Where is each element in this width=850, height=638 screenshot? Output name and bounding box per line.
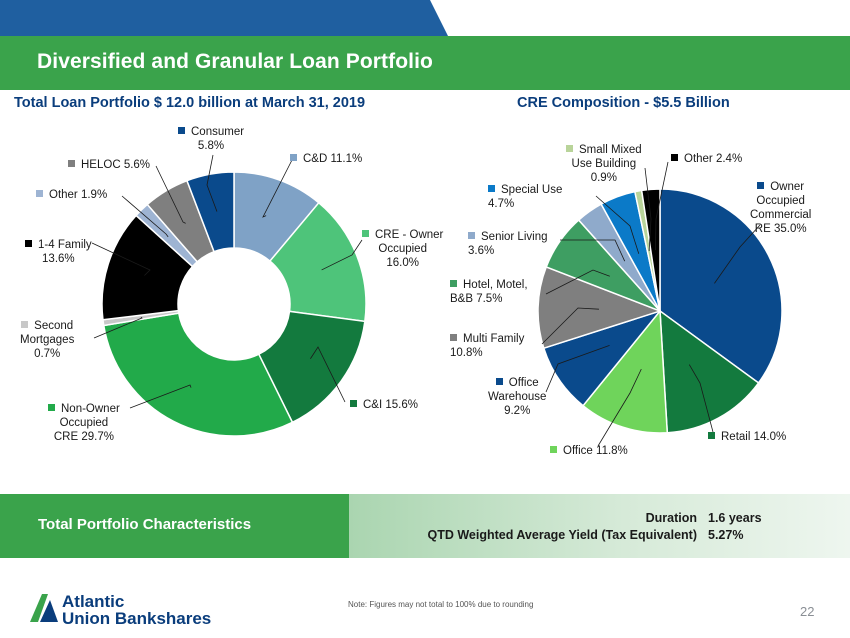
label-c-i: C&I 15.6% — [350, 398, 418, 412]
leader-line-special-use — [595, 195, 640, 254]
legend-swatch — [671, 154, 678, 162]
legend-swatch — [48, 404, 55, 412]
label-hotel-motel-b-b: Hotel, Motel, B&B 7.5% — [450, 279, 528, 305]
leader-line-retail — [688, 364, 714, 433]
characteristics-title: Total Portfolio Characteristics — [38, 516, 252, 533]
leader-line-non-owner-occupied-cre — [129, 384, 192, 409]
legend-swatch — [25, 240, 32, 248]
logo-text-line1: Atlantic — [62, 592, 125, 611]
duration-value: 1.6 years — [708, 511, 762, 525]
label-other: Other 2.4% — [671, 152, 742, 166]
cre-subtitle: CRE Composition - $5.5 Billion — [517, 95, 730, 111]
leader-line-c-i — [310, 346, 346, 403]
label-c-d: C&D 11.1% — [290, 152, 362, 166]
legend-swatch — [450, 280, 457, 288]
yield-label: QTD Weighted Average Yield (Tax Equivale… — [427, 528, 697, 542]
legend-swatch — [290, 154, 297, 162]
leader-line-multi-family — [541, 307, 599, 345]
legend-swatch — [68, 160, 75, 168]
characteristics-band — [0, 494, 349, 558]
yield-value: 5.27% — [708, 528, 744, 542]
leader-line-senior-living — [560, 239, 626, 262]
leader-line-owner-occupied-commercial-re — [714, 224, 761, 284]
title-bar — [0, 36, 850, 90]
duration-label: Duration — [645, 511, 697, 525]
footnote: Note: Figures may not total to 100% due … — [348, 600, 534, 609]
legend-swatch — [566, 145, 573, 153]
leader-line-heloc — [155, 165, 186, 224]
label-office: Office 11.8% — [550, 444, 628, 458]
leader-line-other — [654, 161, 669, 251]
leader-line-small-mixed-use-building — [644, 167, 652, 251]
page-title: Diversified and Granular Loan Portfolio — [37, 50, 433, 73]
legend-swatch — [495, 378, 503, 386]
leader-line-office — [597, 368, 642, 447]
legend-swatch — [708, 432, 715, 440]
label-cre-owner-occupied: CRE - Owner Occupied 16.0% — [362, 228, 443, 270]
leader-line-hotel-motel-b-b — [545, 269, 610, 295]
slice-consumer — [185, 171, 235, 253]
legend-swatch — [450, 334, 457, 342]
legend-swatch — [468, 232, 475, 240]
slice-c-i — [257, 310, 366, 424]
label-non-owner-occupied-cre: Non-Owner Occupied CRE 29.7% — [48, 402, 120, 444]
label-senior-living: Senior Living 3.6% — [468, 231, 548, 257]
slice-non-owner-occupied-cre — [102, 312, 294, 437]
label-small-mixed-use-building: Small Mixed Use Building 0.9% — [566, 143, 642, 185]
label-office-warehouse: Office Warehouse 9.2% — [488, 377, 547, 417]
label-heloc: HELOC 5.6% — [68, 158, 150, 172]
legend-swatch — [350, 400, 357, 408]
leader-line-other — [121, 195, 169, 238]
label-1-4-family: 1-4 Family 13.6% — [25, 238, 92, 266]
total-portfolio-subtitle: Total Loan Portfolio $ 12.0 billion at M… — [14, 95, 366, 111]
legend-swatch — [550, 446, 557, 454]
legend-swatch — [178, 127, 185, 135]
label-consumer: Consumer 5.8% — [178, 125, 244, 153]
legend-swatch — [36, 190, 43, 198]
legend-swatch — [757, 182, 765, 190]
legend-swatch — [488, 185, 495, 193]
company-logo-mark — [30, 594, 58, 622]
leader-line-1-4-family — [91, 242, 151, 276]
label-other: Other 1.9% — [36, 188, 107, 202]
leader-line-office-warehouse — [545, 345, 610, 393]
legend-swatch — [362, 230, 369, 238]
legend-swatch — [21, 321, 29, 329]
logo-text-line2: Union Bankshares — [62, 609, 212, 628]
label-special-use: Special Use 4.7% — [488, 184, 563, 210]
header-band — [0, 0, 850, 36]
label-owner-occupied-commercial-re: Owner Occupied Commercial RE 35.0% — [750, 181, 812, 235]
label-second-mortgages: Second Mortgages 0.7% — [20, 320, 75, 360]
leader-line-cre-owner-occupied — [321, 239, 363, 271]
characteristics-values-band — [349, 494, 850, 558]
page-number: 22 — [800, 604, 815, 619]
leader-line-second-mortgages — [93, 316, 143, 339]
leader-line-c-d — [262, 159, 293, 218]
leader-line-consumer — [206, 154, 218, 212]
label-retail: Retail 14.0% — [708, 430, 786, 444]
label-multi-family: Multi Family 10.8% — [450, 333, 525, 359]
